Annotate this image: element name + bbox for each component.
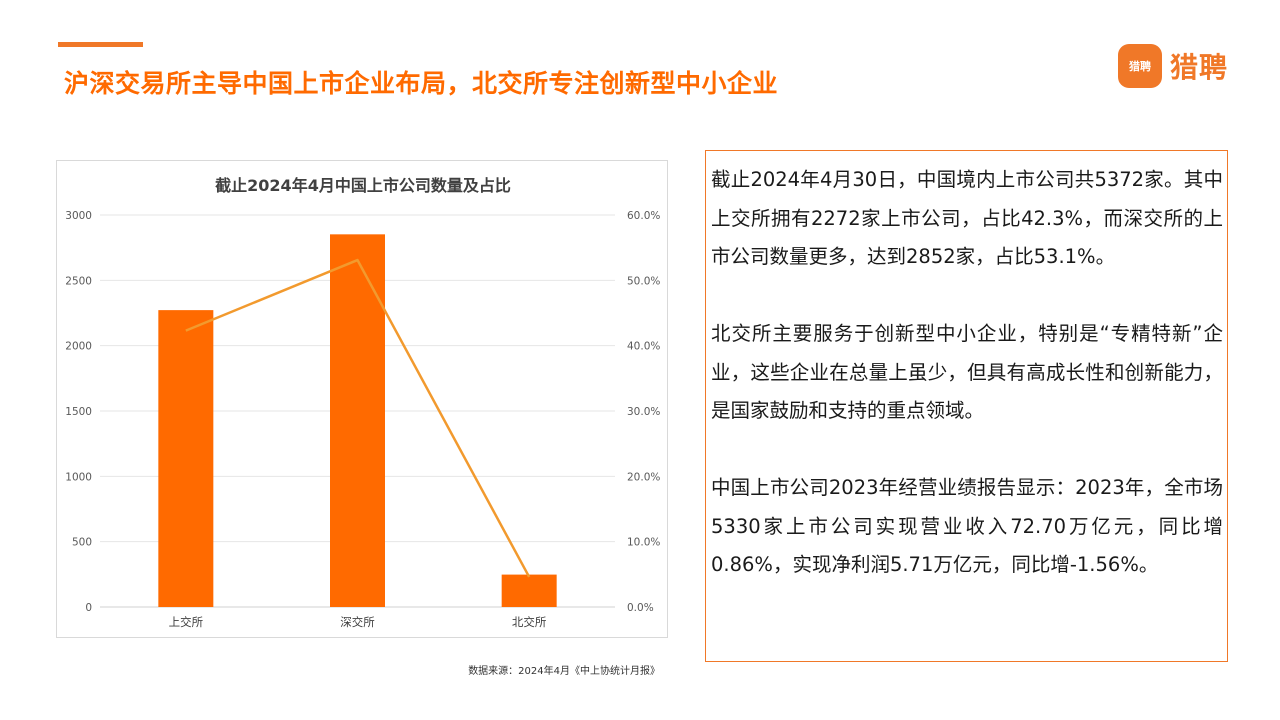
- text-paragraph-1: 截止2024年4月30日，中国境内上市公司共5372家。其中上交所拥有2272家…: [711, 168, 1223, 268]
- text-paragraph-2: 北交所主要服务于创新型中小企业，特别是“专精特新”企业，这些企业在总量上虽少，但…: [711, 322, 1223, 422]
- x-tick-label: 上交所: [169, 615, 204, 629]
- y2-tick-label: 30.0%: [627, 406, 660, 418]
- y2-tick-label: 50.0%: [627, 275, 660, 287]
- y-tick-label: 2500: [65, 275, 92, 287]
- text-panel: 截止2024年4月30日，中国境内上市公司共5372家。其中上交所拥有2272家…: [705, 150, 1228, 662]
- y2-tick-label: 0.0%: [627, 602, 654, 614]
- liepin-logo: 猎聘 猎聘: [1118, 44, 1228, 88]
- logo-badge-text: 猎聘: [1129, 60, 1151, 73]
- logo-text: 猎聘: [1170, 51, 1229, 84]
- y-tick-label: 1000: [65, 471, 92, 483]
- source-note: 数据来源：2024年4月《中上协统计月报》: [468, 666, 660, 677]
- y2-tick-label: 40.0%: [627, 341, 660, 353]
- y-tick-label: 500: [72, 537, 92, 549]
- bar: [501, 574, 557, 607]
- chart-title: 截止2024年4月中国上市公司数量及占比: [215, 176, 511, 195]
- bar: [158, 310, 214, 607]
- chart-svg: 截止2024年4月中国上市公司数量及占比 0 0.0% 500 10.0% 1000 20.…: [65, 176, 660, 629]
- chart-panel: 截止2024年4月中国上市公司数量及占比 0 0.0% 500 10.0% 1000 20.…: [56, 160, 668, 638]
- y-tick-label: 3000: [65, 210, 92, 222]
- y-tick-label: 1500: [65, 406, 92, 418]
- logo-badge-icon: 猎聘: [1118, 44, 1162, 88]
- text-paragraph-3: 中国上市公司2023年经营业绩报告显示：2023年，全市场5330家上市公司实现…: [711, 476, 1223, 576]
- accent-bar: [58, 42, 143, 47]
- page-title: 沪深交易所主导中国上市企业布局，北交所专注创新型中小企业: [64, 69, 779, 98]
- x-tick-label: 深交所: [340, 615, 375, 629]
- y2-tick-label: 20.0%: [627, 471, 660, 483]
- y2-tick-label: 10.0%: [627, 537, 660, 549]
- bar: [330, 234, 385, 607]
- x-tick-label: 北交所: [512, 615, 547, 629]
- y-tick-label: 0: [85, 602, 92, 614]
- y-tick-label: 2000: [65, 341, 92, 353]
- y2-tick-label: 60.0%: [627, 210, 660, 222]
